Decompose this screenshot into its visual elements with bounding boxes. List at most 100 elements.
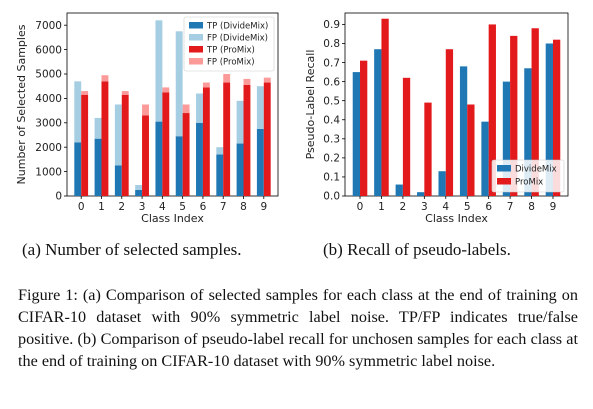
chart1-bar-dividemix [438,171,446,196]
chart0-xtick-label: 5 [179,201,186,213]
chart0-bar-tp-promix- [263,82,271,196]
chart0-xtick-label: 2 [118,201,125,213]
chart0-frame [66,12,279,197]
chart0-bar-tp-promix- [223,82,231,196]
chart1-xtick-label: 8 [528,201,535,213]
chart0-legend-swatch [189,22,203,29]
chart0-bar-tp-promix- [121,94,129,196]
chart0-bar-fp-promix- [223,74,231,83]
chart1-ytick-label: 0.4 [323,114,340,126]
chart0-bar-fp-promix- [142,104,149,116]
chart0-ylabel: Number of Selected Samples [15,24,28,184]
chart0-bar-tp-dividemix- [135,189,143,196]
chart0-bar-tp-dividemix- [236,143,244,196]
chart0-bar-fp-dividemix- [216,147,224,155]
chart1-bar-promix [360,60,368,196]
chart1-bar-promix [531,28,539,196]
chart1-bar-dividemix [459,66,468,196]
chart0-legend-swatch [189,46,203,53]
chart1-ytick-label: 0.8 [323,38,340,50]
chart1-legend-label: ProMix [515,178,543,188]
chart0-bar-tp-dividemix- [216,154,224,196]
chart1-xtick-label: 9 [550,201,557,213]
chart0-bar-fp-promix- [121,91,129,95]
chart1-xtick-label: 2 [400,201,407,213]
chart1-ytick-label: 0.6 [323,76,340,88]
chart1-bar-dividemix [481,121,489,196]
chart1-xtick-label: 1 [378,201,385,213]
chart0-bar-fp-promix- [81,91,89,95]
chart0-bar-fp-promix- [243,78,251,85]
subcaption-b: (b) Recall of pseudo-labels. [323,240,511,259]
chart0-legend-label: TP (ProMix) [206,46,255,56]
chart0-bar-tp-promix- [202,87,210,196]
chart1-ytick-label: 0.5 [323,95,340,107]
chart1-bar-dividemix [417,192,425,196]
chart0-bar-tp-promix- [81,94,89,196]
chart0-legend-swatch [189,34,203,41]
chart0-ytick-label: 6000 [35,44,62,56]
chart0-ytick-label: 3000 [35,118,62,130]
chart0-bar-fp-promix- [162,87,170,93]
chart1-ylabel: Pseudo-Label Recall [304,50,317,160]
chart1-xtick-label: 4 [442,201,449,213]
chart1-bar-promix [381,18,389,196]
chart0-ytick-label: 7000 [35,20,62,32]
chart1-bar-dividemix [545,43,553,196]
chart1-bar-promix [424,102,432,196]
chart0-xtick-label: 1 [98,201,105,213]
chart0-bar-tp-dividemix- [256,128,264,196]
chart1-ytick-label: 0.1 [323,172,340,184]
chart0-bar-fp-dividemix- [236,100,244,144]
chart1-xlabel: Class Index [425,212,488,225]
chart1-bar-promix [402,77,411,196]
chart0-bar-fp-promix- [182,104,190,114]
subcaption-a: (a) Number of selected samples. [22,240,242,259]
chart1-bar-promix [488,24,496,196]
chart0-legend-label: TP (DivideMix) [206,22,268,32]
chart0-bar-fp-dividemix- [256,86,264,129]
chart1-bar-promix [552,39,561,196]
chart1-ytick-label: 0.3 [323,134,340,146]
chart0-legend [183,16,275,72]
chart0-bar-tp-dividemix- [175,136,183,196]
chart0-xtick-label: 6 [200,201,207,213]
chart0-xtick-label: 4 [159,201,166,213]
chart0-xtick-label: 8 [240,201,247,213]
chart0-bar-fp-dividemix- [94,117,102,139]
chart1-bar-promix [445,49,454,196]
chart0-bar-fp-dividemix- [175,31,183,137]
figure-caption: Figure 1: (a) Comparison of selected sam… [18,286,578,370]
chart0-bar-fp-dividemix- [196,93,203,123]
chart1-xtick-label: 3 [421,201,428,213]
chart1-xtick-label: 0 [357,201,364,213]
chart1-bar-dividemix [502,81,511,196]
chart1-ytick-label: 0.7 [323,57,340,69]
chart1-ytick-label: 0.2 [323,153,340,165]
chart0-ytick-label: 5000 [35,69,62,81]
chart0-bar-fp-dividemix- [114,104,122,166]
chart0-legend-label: FP (DivideMix) [207,34,268,44]
chart1-ytick-label: 0.0 [323,191,340,203]
chart1-bar-promix [467,104,475,196]
chart0-xtick-label: 7 [220,201,227,213]
chart0-bar-fp-promix- [101,75,109,82]
chart0-ytick-label: 0 [55,191,62,203]
chart0-bar-tp-dividemix- [94,138,102,196]
chart0-bar-tp-dividemix- [114,165,122,196]
chart1-bar-dividemix [352,72,361,196]
chart1-bar-promix [510,35,518,196]
chart0-bar-tp-promix- [182,113,190,196]
chart1-legend-swatch [497,178,511,185]
chart0-bar-fp-promix- [263,77,271,83]
chart0-bar-fp-dividemix- [74,81,82,143]
chart0-legend-label: FP (ProMix) [207,58,255,68]
chart0-xtick-label: 3 [139,201,146,213]
chart0-bar-tp-promix- [243,84,251,196]
chart0-ytick-label: 1000 [35,166,62,178]
chart1-xtick-label: 6 [485,201,492,213]
chart0-xlabel: Class Index [141,212,204,225]
chart0-bar-fp-dividemix- [155,20,163,122]
chart0-bar-tp-promix- [162,92,170,196]
chart0-ytick-label: 2000 [35,142,62,154]
